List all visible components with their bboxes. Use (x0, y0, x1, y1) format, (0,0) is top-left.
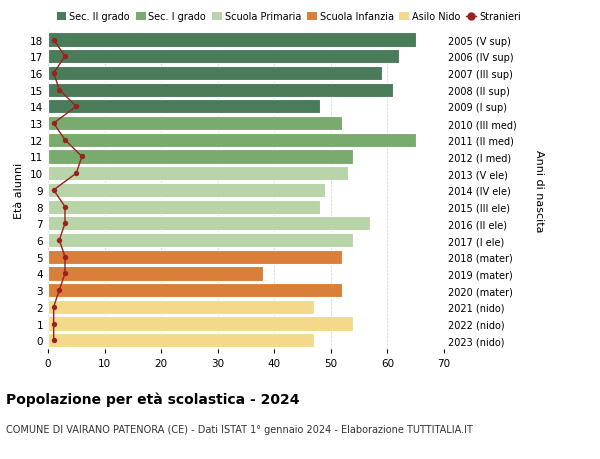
Point (71, 170, 81, 178)
Point (49, 187, 58, 194)
Y-axis label: Anni di nascita: Anni di nascita (533, 149, 544, 232)
Point (49, 70, 58, 78)
Point (49, 120, 58, 128)
Y-axis label: Età alunni: Età alunni (14, 162, 25, 218)
Bar (48, 317, 353, 331)
Text: COMUNE DI VAIRANO PATENORA (CE) - Dati ISTAT 1° gennaio 2024 - Elaborazione TUTT: COMUNE DI VAIRANO PATENORA (CE) - Dati I… (6, 424, 473, 434)
Bar (48, 134, 416, 147)
Point (49, 337, 58, 344)
Bar (48, 50, 399, 64)
Bar (48, 200, 320, 214)
Point (55, 287, 64, 294)
Bar (48, 250, 342, 264)
Point (71, 103, 81, 111)
Bar (48, 234, 353, 247)
Legend: Sec. II grado, Sec. I grado, Scuola Primaria, Scuola Infanzia, Asilo Nido, Stran: Sec. II grado, Sec. I grado, Scuola Prim… (53, 8, 524, 26)
Point (49, 37, 58, 44)
Text: Popolazione per età scolastica - 2024: Popolazione per età scolastica - 2024 (6, 392, 299, 406)
Bar (48, 167, 348, 181)
Point (55, 237, 64, 244)
Bar (48, 333, 314, 347)
Bar (48, 34, 416, 48)
Bar (48, 283, 342, 297)
Bar (48, 100, 320, 114)
Bar (48, 150, 353, 164)
Point (49, 303, 58, 311)
Point (60, 253, 70, 261)
Point (60, 203, 70, 211)
Point (60, 53, 70, 61)
Bar (48, 117, 342, 131)
Bar (48, 184, 325, 197)
Point (60, 270, 70, 278)
Point (60, 220, 70, 228)
Bar (48, 267, 263, 281)
Bar (48, 84, 393, 98)
Point (60, 137, 70, 144)
Point (49, 320, 58, 328)
Point (77, 153, 87, 161)
Bar (48, 300, 314, 314)
Point (55, 87, 64, 94)
Bar (48, 217, 370, 231)
Bar (48, 67, 382, 81)
